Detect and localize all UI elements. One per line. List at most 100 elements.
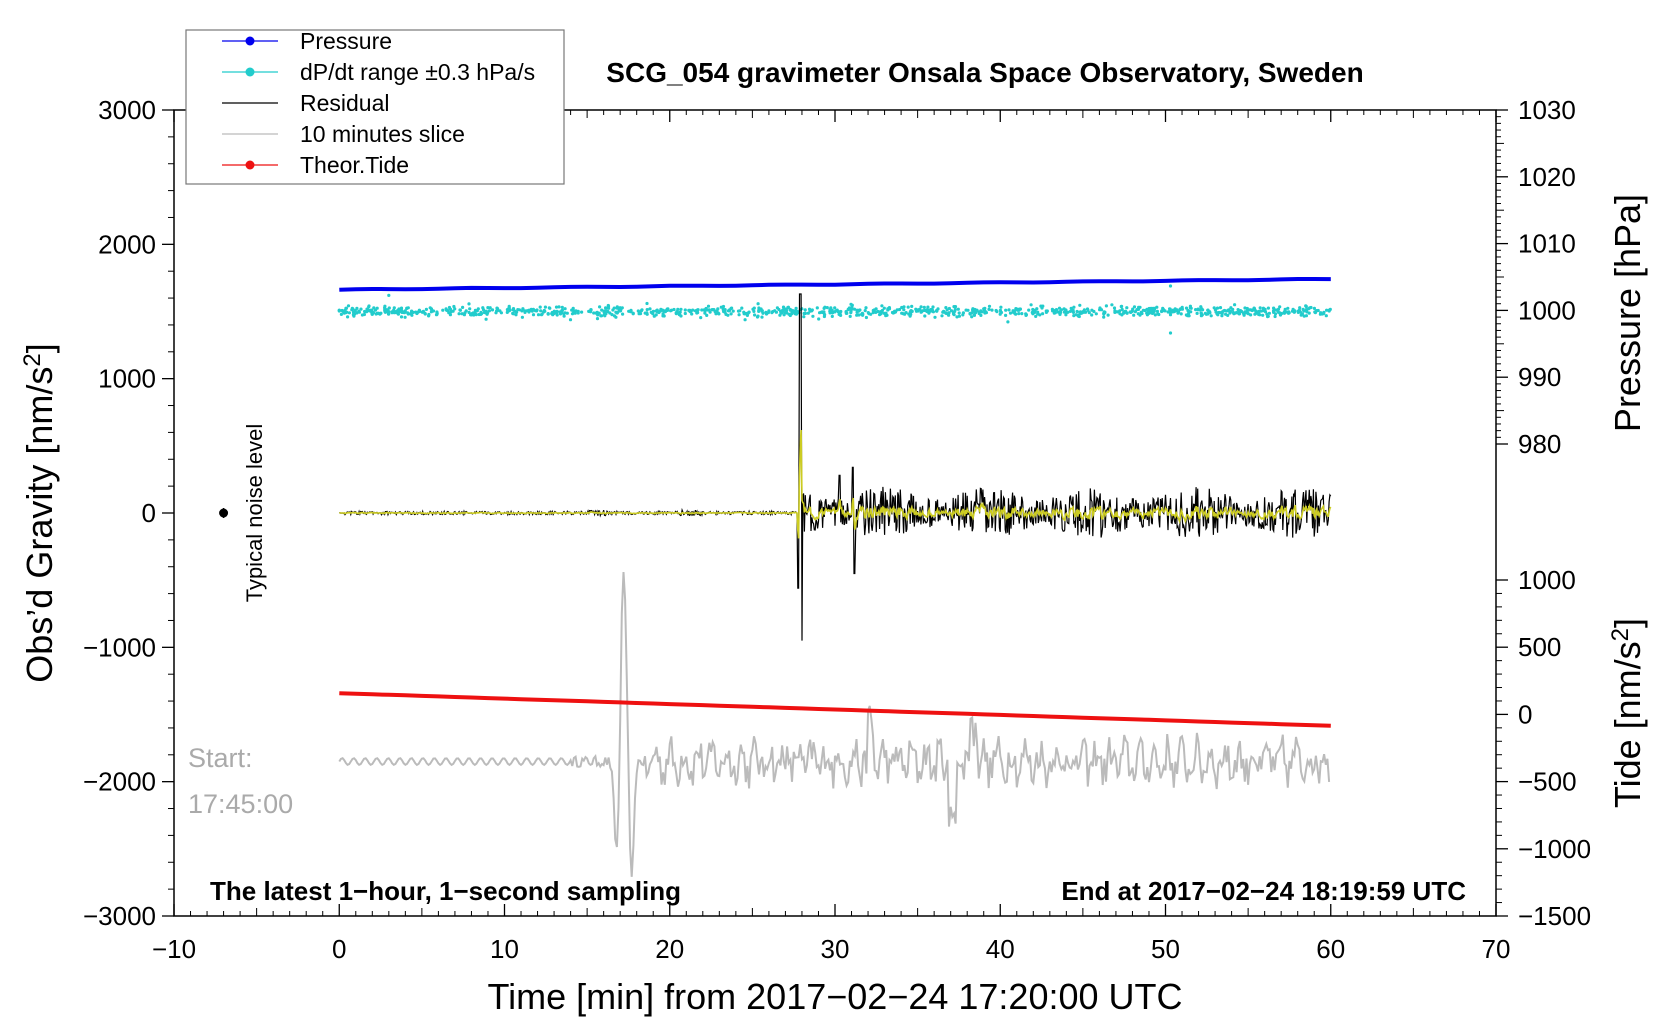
dpdt-point <box>1195 311 1199 315</box>
dpdt-point <box>850 305 854 309</box>
dpdt-point <box>1143 308 1147 313</box>
dpdt-point <box>344 306 348 310</box>
dpdt-point <box>540 312 544 316</box>
dpdt-point <box>520 315 525 319</box>
dpdt-point <box>1324 314 1328 318</box>
dpdt-point <box>973 307 977 312</box>
y-axis-label-tide: Tide [nm/s2] <box>1607 618 1648 808</box>
dpdt-point <box>1278 313 1283 317</box>
pressure-tick-label: 1030 <box>1518 95 1576 125</box>
dpdt-point <box>602 313 606 317</box>
dpdt-point <box>463 311 467 315</box>
dpdt-point <box>378 312 382 316</box>
dpdt-point <box>1226 313 1230 317</box>
dpdt-point <box>760 315 764 319</box>
dpdt-point <box>346 315 350 319</box>
dpdt-point <box>803 308 807 312</box>
dpdt-point <box>1312 306 1316 310</box>
dpdt-point <box>1168 331 1173 335</box>
dpdt-point <box>1155 309 1159 313</box>
y-tick-label: 2000 <box>98 229 156 259</box>
dpdt-point <box>1153 313 1157 317</box>
dpdt-point <box>649 310 653 314</box>
dpdt-point <box>664 309 668 313</box>
dpdt-point <box>1075 309 1079 314</box>
dpdt-point <box>902 308 906 312</box>
dpdt-point <box>1256 311 1261 315</box>
dpdt-point <box>1098 306 1102 310</box>
dpdt-point <box>505 310 509 314</box>
dpdt-point <box>1187 314 1191 318</box>
dpdt-point <box>610 313 614 317</box>
dpdt-point <box>940 314 944 318</box>
dpdt-point <box>745 313 750 317</box>
dpdt-point <box>484 317 488 321</box>
legend-label: Theor.Tide <box>300 152 409 178</box>
dpdt-point <box>1132 313 1136 317</box>
start-label: Start: <box>188 743 253 773</box>
dpdt-point <box>548 306 552 310</box>
y-tick-label: −3000 <box>83 901 156 931</box>
dpdt-point <box>1004 308 1008 312</box>
dpdt-point <box>1261 313 1265 317</box>
series-10-minutes-slice <box>338 571 1331 877</box>
dpdt-point <box>738 309 742 313</box>
dpdt-point <box>1266 315 1270 319</box>
dpdt-point <box>830 314 834 318</box>
dpdt-point <box>552 311 556 316</box>
dpdt-point <box>558 312 563 316</box>
dpdt-point <box>1218 306 1223 310</box>
dpdt-point <box>953 309 957 313</box>
dpdt-point <box>1207 310 1211 314</box>
dpdt-point <box>598 305 602 309</box>
dpdt-point <box>1319 311 1323 315</box>
dpdt-point <box>514 313 518 317</box>
dpdt-point <box>757 309 761 313</box>
dpdt-point <box>1304 304 1308 308</box>
start-time-label: 17:45:00 <box>188 789 293 819</box>
y-tick-label: 0 <box>142 498 156 528</box>
dpdt-point <box>860 312 864 316</box>
dpdt-point <box>820 310 824 314</box>
dpdt-point <box>620 306 624 310</box>
dpdt-point <box>935 309 939 313</box>
dpdt-point <box>1282 310 1286 314</box>
dpdt-point <box>1032 310 1037 315</box>
dpdt-point <box>947 306 952 311</box>
dpdt-point <box>386 312 391 316</box>
dpdt-point <box>999 305 1003 309</box>
dpdt-point <box>531 313 536 317</box>
dpdt-point <box>1220 310 1224 314</box>
dpdt-point <box>898 307 902 312</box>
dpdt-point <box>867 312 871 316</box>
dpdt-point <box>375 306 379 310</box>
dpdt-point <box>1119 304 1123 309</box>
dpdt-point <box>747 310 751 314</box>
dpdt-point <box>864 306 868 310</box>
dpdt-point <box>1094 312 1098 316</box>
bottom-left-note: The latest 1−hour, 1−second sampling <box>210 876 681 906</box>
dpdt-point <box>770 311 774 315</box>
dpdt-point <box>451 309 455 313</box>
dpdt-point <box>1203 311 1207 315</box>
dpdt-point <box>486 306 490 310</box>
dpdt-point <box>753 313 757 317</box>
dpdt-point <box>1302 309 1306 313</box>
dpdt-point <box>706 304 711 308</box>
noise-level-marker <box>219 508 229 518</box>
dpdt-point <box>931 305 935 309</box>
dpdt-point <box>926 305 930 309</box>
dpdt-point <box>344 311 348 315</box>
dpdt-point <box>849 302 853 306</box>
dpdt-point <box>909 312 913 316</box>
dpdt-point <box>952 305 956 309</box>
dpdt-point <box>998 312 1002 316</box>
dpdt-point <box>1286 306 1290 310</box>
dpdt-point <box>554 305 559 309</box>
pressure-tick-label: 1010 <box>1518 229 1576 259</box>
dpdt-point <box>346 304 351 308</box>
dpdt-point <box>794 312 798 316</box>
dpdt-point <box>640 308 644 312</box>
dpdt-point <box>1234 311 1238 315</box>
dpdt-point <box>1138 313 1142 317</box>
